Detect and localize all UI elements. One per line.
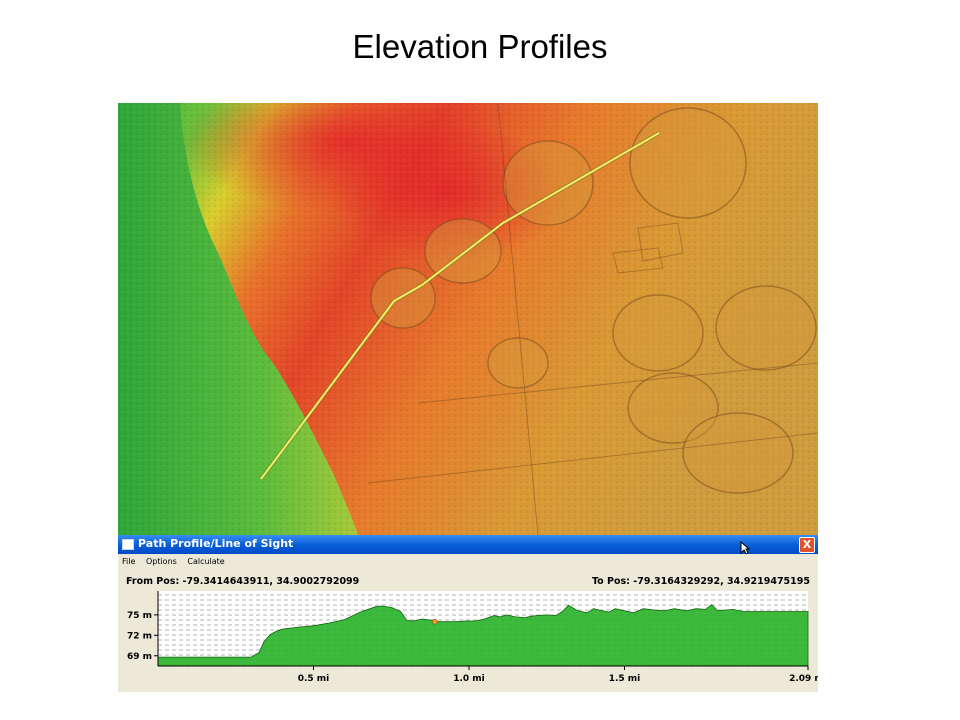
terrain-area xyxy=(157,604,809,667)
menu-bar: File Options Calculate xyxy=(118,554,818,569)
x-tick-label: 1.0 mi xyxy=(453,674,485,684)
close-button[interactable]: X xyxy=(799,537,815,553)
slide-title: Elevation Profiles xyxy=(352,28,608,65)
menu-options[interactable]: Options xyxy=(145,557,177,566)
y-tick-label: 69 m xyxy=(127,652,152,662)
window-icon xyxy=(122,539,134,550)
path-profile-window[interactable]: Path Profile/Line of Sight X File Option… xyxy=(118,535,818,692)
y-tick-label: 72 m xyxy=(127,631,152,641)
cursor-icon xyxy=(740,541,750,555)
elevation-map-image xyxy=(118,103,818,535)
close-icon: X xyxy=(802,538,812,551)
from-position: From Pos: -79.3414643911, 34.9002792099 xyxy=(126,576,360,587)
menu-file[interactable]: File xyxy=(122,557,136,566)
elevation-map[interactable] xyxy=(118,103,818,535)
x-tick-label: 0.5 mi xyxy=(298,674,330,684)
y-tick-label: 75 m xyxy=(127,611,152,621)
x-tick-label: 1.5 mi xyxy=(609,674,641,684)
to-position: To Pos: -79.3164329292, 34.9219475195 xyxy=(591,576,810,587)
path-marker xyxy=(431,618,438,625)
menu-calculate[interactable]: Calculate xyxy=(187,557,225,566)
window-title: Path Profile/Line of Sight xyxy=(138,537,294,550)
x-tick-label: 2.09 mi xyxy=(789,674,818,684)
elevation-profile-chart: 75 m 72 m 69 m 0.5 mi 1.0 mi 1.5 mi 2.09 mi xyxy=(127,591,818,684)
profile-path-line xyxy=(260,132,660,480)
window-titlebar[interactable]: Path Profile/Line of Sight X xyxy=(118,535,818,555)
